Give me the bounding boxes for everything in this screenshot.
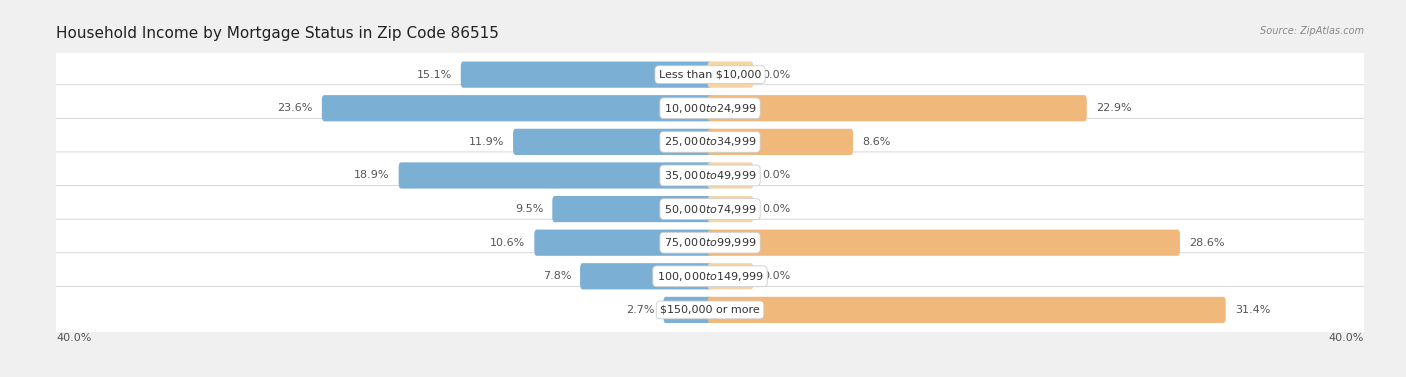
FancyBboxPatch shape [581,263,713,290]
Text: 9.5%: 9.5% [515,204,543,214]
Text: $10,000 to $24,999: $10,000 to $24,999 [664,102,756,115]
Text: 22.9%: 22.9% [1095,103,1132,113]
FancyBboxPatch shape [707,196,754,222]
Text: 40.0%: 40.0% [56,333,91,343]
Text: $100,000 to $149,999: $100,000 to $149,999 [657,270,763,283]
Text: $75,000 to $99,999: $75,000 to $99,999 [664,236,756,249]
FancyBboxPatch shape [44,219,1376,266]
Text: Less than $10,000: Less than $10,000 [659,70,761,80]
FancyBboxPatch shape [707,61,754,88]
FancyBboxPatch shape [44,185,1376,233]
Text: 18.9%: 18.9% [354,170,389,181]
Text: $150,000 or more: $150,000 or more [661,305,759,315]
Text: 23.6%: 23.6% [277,103,314,113]
Text: 31.4%: 31.4% [1234,305,1270,315]
FancyBboxPatch shape [44,287,1376,333]
FancyBboxPatch shape [707,162,754,188]
FancyBboxPatch shape [461,61,713,88]
Text: 10.6%: 10.6% [491,238,526,248]
FancyBboxPatch shape [664,297,713,323]
FancyBboxPatch shape [553,196,713,222]
Text: Household Income by Mortgage Status in Zip Code 86515: Household Income by Mortgage Status in Z… [56,26,499,41]
Text: 0.0%: 0.0% [762,70,790,80]
FancyBboxPatch shape [707,129,853,155]
FancyBboxPatch shape [707,263,754,290]
Text: $50,000 to $74,999: $50,000 to $74,999 [664,202,756,216]
FancyBboxPatch shape [44,51,1376,98]
Text: 0.0%: 0.0% [762,170,790,181]
FancyBboxPatch shape [44,253,1376,300]
FancyBboxPatch shape [534,230,713,256]
FancyBboxPatch shape [513,129,713,155]
FancyBboxPatch shape [44,152,1376,199]
Text: $35,000 to $49,999: $35,000 to $49,999 [664,169,756,182]
FancyBboxPatch shape [707,230,1180,256]
FancyBboxPatch shape [707,95,1087,121]
Text: 15.1%: 15.1% [416,70,451,80]
Text: 11.9%: 11.9% [468,137,505,147]
Text: 0.0%: 0.0% [762,204,790,214]
FancyBboxPatch shape [44,118,1376,166]
FancyBboxPatch shape [44,85,1376,132]
Text: 7.8%: 7.8% [543,271,571,281]
Text: $25,000 to $34,999: $25,000 to $34,999 [664,135,756,149]
Text: 28.6%: 28.6% [1189,238,1225,248]
Text: 8.6%: 8.6% [862,137,890,147]
Text: Source: ZipAtlas.com: Source: ZipAtlas.com [1260,26,1364,37]
Text: 40.0%: 40.0% [1329,333,1364,343]
FancyBboxPatch shape [322,95,713,121]
Text: 0.0%: 0.0% [762,271,790,281]
Text: 2.7%: 2.7% [626,305,654,315]
FancyBboxPatch shape [707,297,1226,323]
FancyBboxPatch shape [399,162,713,188]
